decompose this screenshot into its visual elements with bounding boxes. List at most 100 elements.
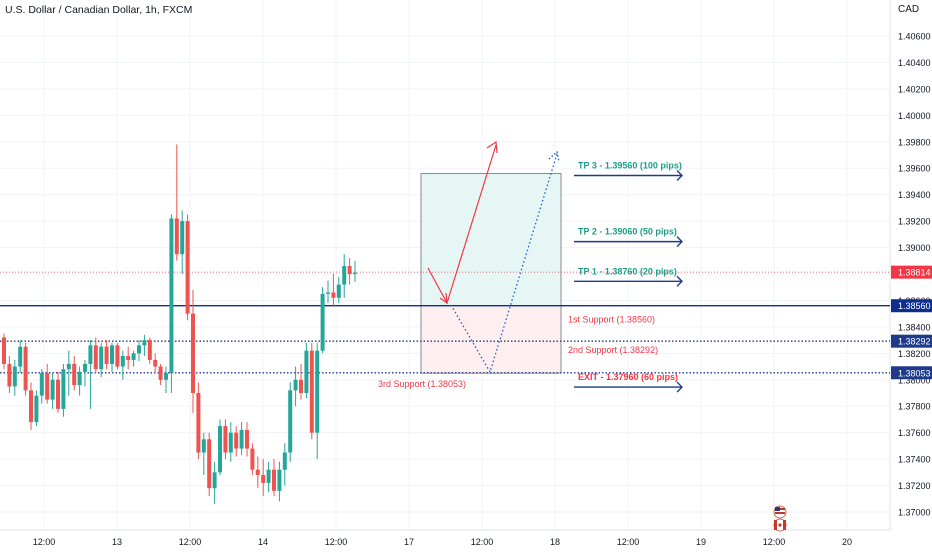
time-tick-label: 13: [112, 537, 122, 547]
time-tick-label: 12:00: [325, 537, 348, 547]
price-badge: [891, 334, 932, 348]
candle-body: [347, 266, 352, 274]
price-tick-label: 1.40600: [898, 32, 931, 42]
candle-body: [288, 390, 293, 453]
ca-flag-bar: [774, 520, 777, 530]
candle-body: [218, 426, 222, 473]
candle-body: [223, 426, 228, 453]
candle-body: [115, 345, 120, 367]
candle-body: [191, 313, 195, 393]
badge-layer: 1.38814 1.38560 1.38292 1.38053: [891, 265, 932, 380]
price-tick-label: 1.37800: [898, 402, 931, 412]
target-label: EXIT - 1.37960 (60 pips): [578, 372, 678, 382]
candle-body: [207, 439, 212, 489]
time-tick-label: 18: [550, 537, 560, 547]
price-tick-label: 1.39200: [898, 217, 931, 227]
support-label: 2nd Support (1.38292): [568, 345, 658, 355]
time-tick-label: 12:00: [471, 537, 494, 547]
price-tick-label: 1.38400: [898, 322, 931, 332]
candle-body: [245, 430, 249, 449]
candle-body: [56, 379, 60, 409]
candle-body: [201, 439, 206, 453]
price-tick-label: 1.38200: [898, 349, 931, 359]
candle-body: [83, 363, 87, 372]
price-badge-label: 1.38292: [898, 337, 931, 347]
flag-layer: [773, 505, 787, 532]
price-tick-label: 1.37400: [898, 455, 931, 465]
candle-body: [234, 432, 239, 449]
ca-flag-leaf: [778, 523, 782, 527]
time-tick-label: 12:00: [617, 537, 640, 547]
candle-body: [7, 363, 12, 387]
price-badge: [891, 299, 932, 313]
price-badge-label: 1.38560: [898, 301, 931, 311]
target-label: TP 3 - 1.39560 (100 pips): [578, 161, 682, 171]
candle-body: [336, 284, 341, 298]
candle-body: [196, 393, 201, 453]
candle-body: [99, 346, 104, 370]
candle-body: [88, 345, 93, 364]
candle-body: [320, 293, 325, 351]
target-arrow-head: [676, 381, 683, 393]
candle-body: [12, 366, 17, 387]
price-tick-label: 1.37000: [898, 508, 931, 518]
candle-body: [272, 469, 276, 491]
candle-body: [39, 373, 44, 396]
profit-zone: [421, 173, 561, 306]
candle-body: [66, 363, 71, 370]
candle-body: [250, 448, 255, 470]
candle-body: [326, 292, 330, 294]
candle-body: [158, 366, 163, 380]
projection-path-blue-head: [548, 150, 560, 163]
candle-body: [104, 346, 109, 364]
candle-body: [261, 474, 266, 483]
candle-body: [255, 469, 260, 475]
candle-layer: [2, 144, 357, 505]
candle-body: [304, 350, 309, 393]
time-tick-label: 19: [696, 537, 706, 547]
currency-label: CAD: [898, 4, 920, 15]
candle-body: [23, 346, 28, 391]
time-tick-label: 12:00: [33, 537, 56, 547]
target-label: TP 1 - 1.38760 (20 pips): [578, 266, 677, 276]
candle-body: [174, 218, 179, 255]
candle-body: [277, 469, 282, 491]
time-tick-label: 17: [404, 537, 414, 547]
price-badge: [891, 265, 932, 279]
support-label: 3rd Support (1.38053): [378, 379, 466, 389]
candle-body: [18, 346, 23, 367]
time-tick-label: 12:00: [763, 537, 786, 547]
candle-body: [126, 355, 131, 360]
time-tick-label: 12:00: [179, 537, 202, 547]
price-tick-label: 1.38000: [898, 375, 931, 385]
price-tick-label: 1.40400: [898, 58, 931, 68]
axis-layer: 1.40600 1.40400 1.40200 1.40000 1.39800 1.396…: [33, 32, 931, 548]
support-label: 1st Support (1.38560): [568, 315, 655, 325]
candle-body: [131, 353, 136, 360]
candle-body: [239, 430, 244, 449]
price-tick-label: 1.39400: [898, 190, 931, 200]
price-tick-label: 1.39000: [898, 243, 931, 253]
candle-body: [266, 469, 271, 483]
chart-title: U.S. Dollar / Canadian Dollar, 1h, FXCM: [5, 4, 193, 16]
ca-flag-bar: [783, 520, 786, 530]
target-arrow-head: [676, 170, 683, 182]
candle-body: [34, 395, 39, 423]
projection-arrow-red-head2: [486, 140, 498, 154]
price-tick-label: 1.39600: [898, 164, 931, 174]
projection-arrow-red-head1: [439, 292, 448, 305]
target-label: TP 2 - 1.39060 (50 pips): [578, 227, 677, 237]
candle-body: [342, 266, 347, 285]
candle-body: [137, 345, 141, 354]
price-tick-label: 1.37200: [898, 481, 931, 491]
candle-body: [309, 350, 314, 433]
candle-body: [2, 337, 6, 364]
candle-body: [153, 359, 158, 367]
candle-body: [299, 379, 303, 393]
candle-body: [142, 340, 147, 346]
candle-body: [110, 345, 114, 364]
us-flag-stripe: [775, 512, 785, 514]
candle-body: [45, 373, 50, 400]
candle-body: [282, 452, 287, 470]
